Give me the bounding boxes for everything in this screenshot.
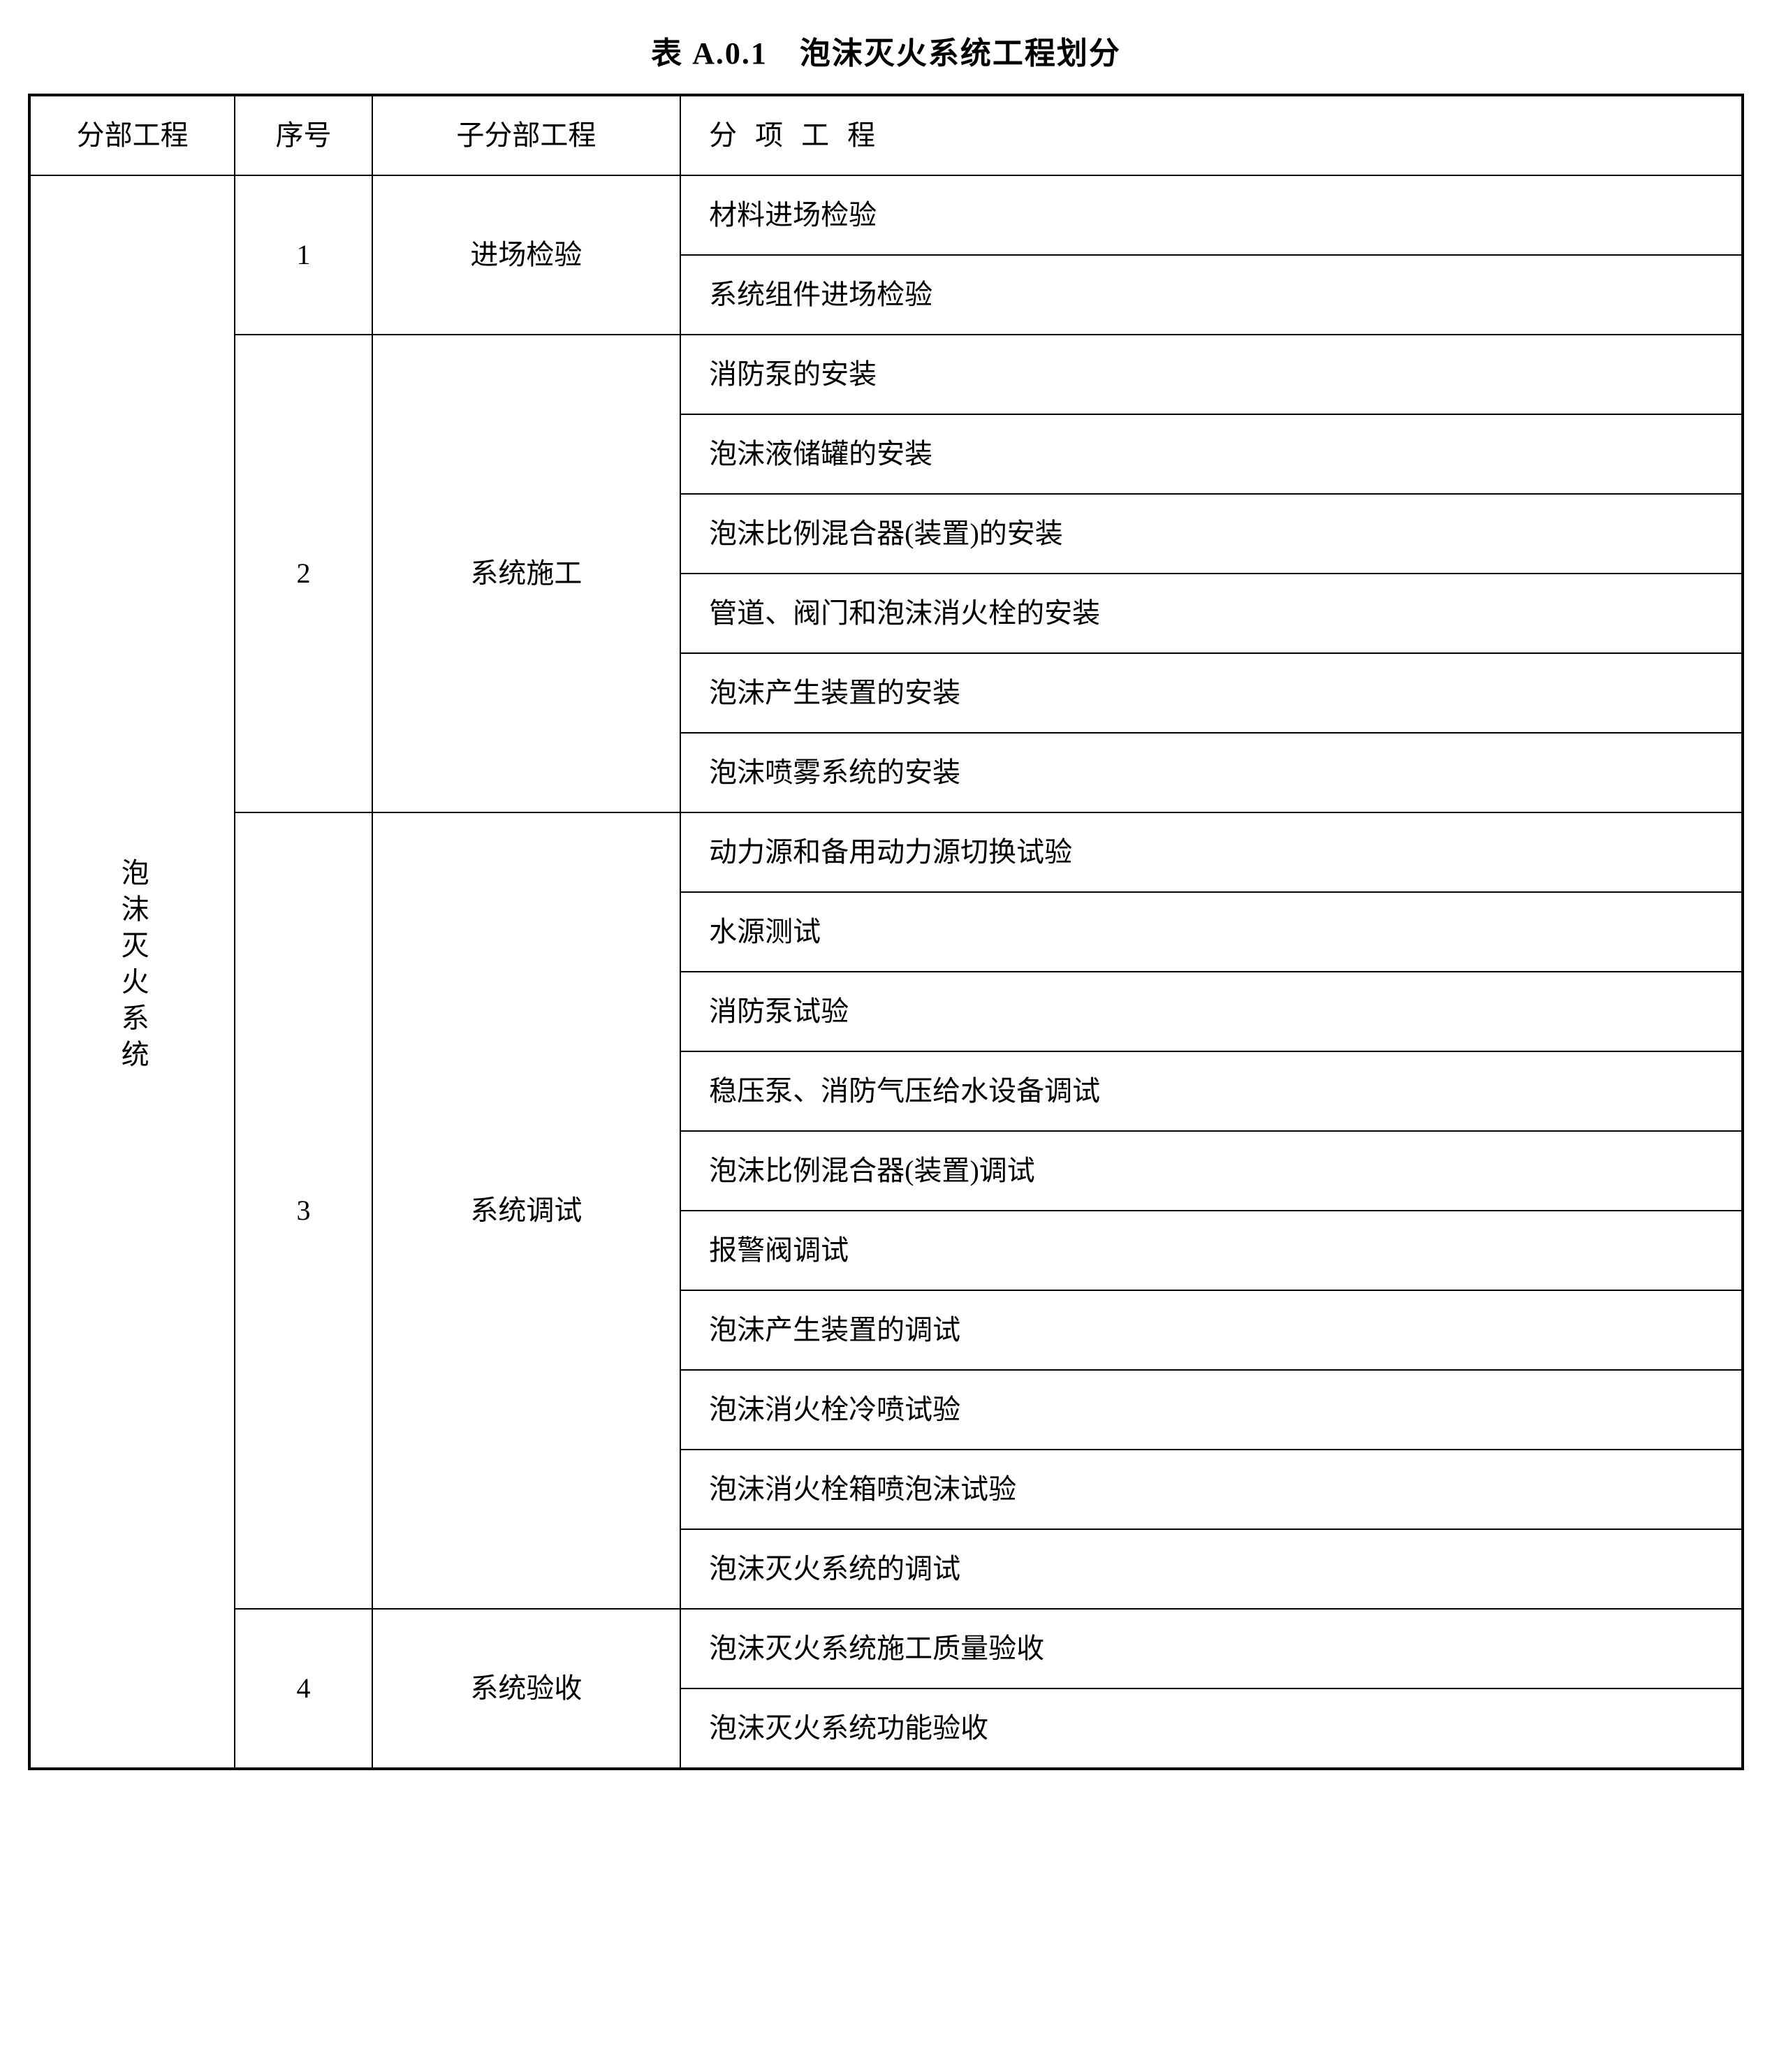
item-cell: 系统组件进场检验 [680, 255, 1743, 335]
table-row: 泡沫灭火系统1进场检验材料进场检验 [29, 175, 1743, 255]
item-cell: 泡沫消火栓冷喷试验 [680, 1370, 1743, 1450]
item-cell: 动力源和备用动力源切换试验 [680, 812, 1743, 892]
item-cell: 稳压泵、消防气压给水设备调试 [680, 1051, 1743, 1131]
header-item: 分 项 工 程 [680, 95, 1743, 175]
item-cell: 报警阀调试 [680, 1211, 1743, 1290]
division-cell: 泡沫灭火系统 [29, 175, 235, 1769]
item-cell: 泡沫灭火系统功能验收 [680, 1688, 1743, 1769]
item-cell: 泡沫产生装置的调试 [680, 1290, 1743, 1370]
table-title: 表 A.0.1 泡沫灭火系统工程划分 [28, 28, 1744, 73]
table-row: 3系统调试动力源和备用动力源切换试验 [29, 812, 1743, 892]
header-division: 分部工程 [29, 95, 235, 175]
item-cell: 泡沫消火栓箱喷泡沫试验 [680, 1450, 1743, 1529]
item-cell: 泡沫比例混合器(装置)调试 [680, 1131, 1743, 1211]
engineering-division-table: 分部工程 序号 子分部工程 分 项 工 程 泡沫灭火系统1进场检验材料进场检验系… [28, 94, 1744, 1770]
sequence-cell: 2 [235, 335, 372, 812]
item-cell: 泡沫灭火系统的调试 [680, 1529, 1743, 1609]
table-header-row: 分部工程 序号 子分部工程 分 项 工 程 [29, 95, 1743, 175]
division-name: 泡沫灭火系统 [108, 858, 158, 1076]
item-cell: 泡沫产生装置的安装 [680, 653, 1743, 733]
subdivision-cell: 系统验收 [372, 1609, 681, 1769]
table-row: 4系统验收泡沫灭火系统施工质量验收 [29, 1609, 1743, 1688]
subdivision-cell: 系统调试 [372, 812, 681, 1609]
item-cell: 水源测试 [680, 892, 1743, 972]
header-sequence: 序号 [235, 95, 372, 175]
sequence-cell: 3 [235, 812, 372, 1609]
table-container: 表 A.0.1 泡沫灭火系统工程划分 分部工程 序号 子分部工程 分 项 工 程… [28, 28, 1744, 1770]
item-cell: 消防泵试验 [680, 972, 1743, 1051]
subdivision-cell: 系统施工 [372, 335, 681, 812]
item-cell: 管道、阀门和泡沫消火栓的安装 [680, 574, 1743, 653]
subdivision-cell: 进场检验 [372, 175, 681, 335]
item-cell: 泡沫灭火系统施工质量验收 [680, 1609, 1743, 1688]
item-cell: 泡沫液储罐的安装 [680, 414, 1743, 494]
item-cell: 材料进场检验 [680, 175, 1743, 255]
table-body: 泡沫灭火系统1进场检验材料进场检验系统组件进场检验2系统施工消防泵的安装泡沫液储… [29, 175, 1743, 1769]
sequence-cell: 1 [235, 175, 372, 335]
item-cell: 消防泵的安装 [680, 335, 1743, 414]
header-subdivision: 子分部工程 [372, 95, 681, 175]
item-cell: 泡沫喷雾系统的安装 [680, 733, 1743, 812]
item-cell: 泡沫比例混合器(装置)的安装 [680, 494, 1743, 574]
sequence-cell: 4 [235, 1609, 372, 1769]
table-row: 2系统施工消防泵的安装 [29, 335, 1743, 414]
